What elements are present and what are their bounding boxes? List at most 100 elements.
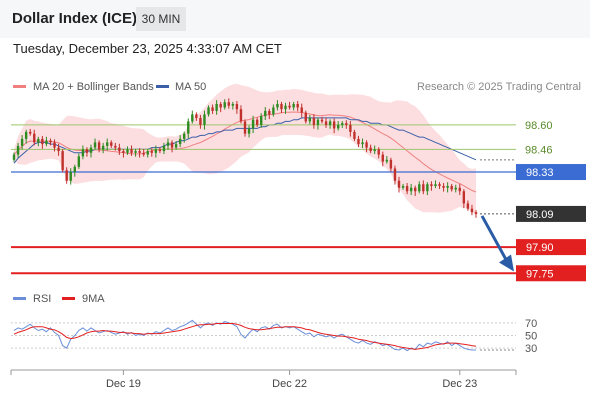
candle-body xyxy=(146,151,149,155)
support-tag xyxy=(516,239,586,256)
candle-body xyxy=(316,119,320,125)
candle-body xyxy=(235,103,239,110)
candle-body xyxy=(405,186,409,192)
candle-body xyxy=(401,186,405,188)
rsi-tick-label: 30 xyxy=(525,343,537,355)
candle-body xyxy=(389,159,393,169)
candle-body xyxy=(393,168,397,181)
pivot-label: 98.33 xyxy=(526,167,554,179)
candle-body xyxy=(231,103,235,106)
candle-body xyxy=(223,102,226,108)
candle-body xyxy=(470,208,474,213)
candle-body xyxy=(300,107,303,113)
candle-body xyxy=(251,119,255,129)
candle-body xyxy=(227,102,230,106)
candle-body xyxy=(211,107,214,111)
x-tick-label: Dec 22 xyxy=(272,378,307,390)
support-label: 97.90 xyxy=(526,242,554,254)
candle-body xyxy=(385,159,389,162)
rsi-line xyxy=(13,319,476,352)
last-price-label: 98.09 xyxy=(526,209,554,221)
instrument-title: Dollar Index (ICE) xyxy=(12,10,138,27)
candle-body xyxy=(174,144,178,148)
candle-body xyxy=(81,149,85,157)
candle-body xyxy=(77,156,81,167)
candle-body xyxy=(296,103,299,108)
rsi-ma-legend-swatch xyxy=(62,297,75,300)
candle-body xyxy=(328,121,332,125)
candle-body xyxy=(150,151,153,153)
candle-body xyxy=(33,133,36,143)
candle-body xyxy=(422,184,425,192)
candle-body xyxy=(308,117,312,122)
candle-body xyxy=(187,121,190,134)
candle-body xyxy=(138,151,141,153)
interval-button[interactable]: 30 MIN xyxy=(136,7,186,31)
candle-body xyxy=(37,138,40,143)
rsi-tick-label: 50 xyxy=(525,331,537,343)
candle-body xyxy=(85,149,89,153)
candle-body xyxy=(474,212,478,214)
candle-body xyxy=(183,133,186,139)
candle-body xyxy=(268,110,271,115)
candle-body xyxy=(397,180,401,188)
candle-body xyxy=(454,187,457,190)
candle-body xyxy=(349,124,352,132)
ma20-legend-swatch xyxy=(13,85,26,88)
candle-body xyxy=(357,138,360,145)
resistance-label: 98.46 xyxy=(525,144,553,156)
candle-body xyxy=(458,187,461,192)
candle-body xyxy=(20,138,24,146)
credit-text: Research © 2025 Trading Central xyxy=(417,81,581,93)
candle-body xyxy=(178,138,182,145)
candle-body xyxy=(114,145,117,148)
candle-body xyxy=(49,140,52,143)
candle-body xyxy=(24,131,28,139)
candle-body xyxy=(272,107,275,115)
candle-body xyxy=(430,184,433,186)
candle-body xyxy=(122,151,125,153)
candle-body xyxy=(199,117,202,125)
candle-body xyxy=(369,147,372,152)
candle-body xyxy=(373,149,376,152)
candle-body xyxy=(219,103,222,108)
ma50-legend-swatch xyxy=(156,85,169,88)
candle-body xyxy=(215,103,218,111)
forecast-arrow-head xyxy=(499,254,514,272)
candle-body xyxy=(337,124,340,129)
header-bar xyxy=(0,0,590,38)
candle-body xyxy=(170,142,174,148)
candle-body xyxy=(353,131,356,139)
candle-body xyxy=(243,121,247,134)
candle-body xyxy=(418,184,421,192)
candle-body xyxy=(16,145,20,155)
candle-body xyxy=(45,140,48,145)
candle-body xyxy=(101,145,105,150)
candle-body xyxy=(106,142,109,146)
candle-body xyxy=(438,184,441,186)
rsi-ma-line xyxy=(13,323,477,350)
pivot-tag xyxy=(516,164,586,181)
forecast-arrow-shaft xyxy=(480,215,508,261)
candle-body xyxy=(195,114,198,118)
candle-body xyxy=(284,105,287,110)
candle-body xyxy=(320,119,324,122)
candle-body xyxy=(97,142,101,150)
candle-body xyxy=(41,138,44,145)
candle-body xyxy=(264,110,267,117)
candle-body xyxy=(239,109,243,122)
candle-body xyxy=(154,149,158,153)
candle-body xyxy=(409,187,413,192)
candle-body xyxy=(12,154,16,160)
candle-body xyxy=(207,107,210,115)
candle-body xyxy=(255,119,259,125)
candle-body xyxy=(260,116,263,125)
ma50-legend-label: MA 50 xyxy=(175,81,206,93)
support-tag xyxy=(516,265,586,282)
timestamp: Tuesday, December 23, 2025 4:33:07 AM CE… xyxy=(13,41,282,56)
candle-body xyxy=(73,166,76,173)
candle-body xyxy=(247,128,251,134)
candle-body xyxy=(130,149,133,153)
candle-body xyxy=(434,184,437,186)
